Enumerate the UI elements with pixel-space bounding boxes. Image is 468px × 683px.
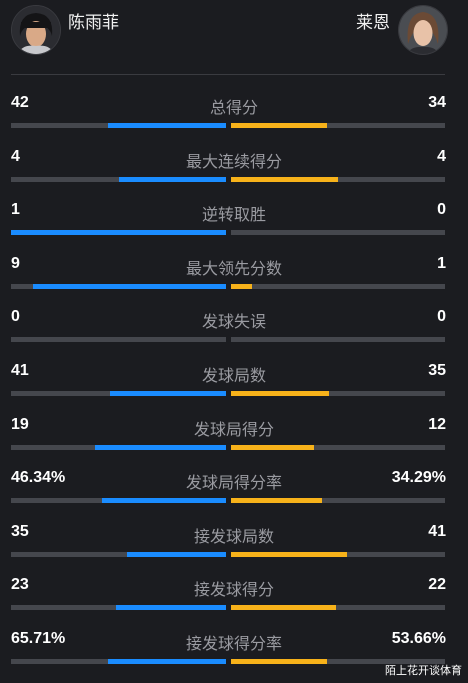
stat-left-bar	[11, 230, 226, 236]
stat-label: 接发球局数	[193, 526, 274, 546]
stat-label: 总得分	[209, 98, 258, 117]
stat-left-fill	[127, 551, 226, 557]
stat-right-bar	[231, 176, 445, 182]
stat-row: 46.34% 发球局得分率 34.29%	[0, 465, 468, 519]
stat-label: 最大领先分数	[185, 258, 282, 278]
stat-row: 9 最大领先分数 1	[0, 251, 468, 305]
player-left-name: 陈雨菲	[68, 13, 119, 33]
stat-left-value: 23	[11, 576, 29, 594]
stat-left-value: 35	[11, 522, 29, 540]
stat-right-value: 0	[437, 201, 446, 219]
stat-right-bar	[231, 283, 445, 289]
player-left-avatar[interactable]	[11, 5, 61, 55]
stat-right-value: 34	[428, 94, 446, 111]
stat-left-fill	[102, 498, 226, 504]
stat-right-fill	[231, 498, 322, 504]
stat-right-fill	[231, 123, 328, 128]
stat-left-value: 4	[11, 147, 20, 165]
stat-left-value: 42	[11, 94, 29, 111]
stat-label: 最大连续得分	[185, 151, 282, 171]
stat-right-fill	[231, 390, 330, 396]
stat-left-bar	[11, 498, 226, 504]
stat-left-bar	[11, 123, 226, 128]
stat-label: 发球局得分率	[185, 473, 282, 493]
stat-left-bar	[11, 444, 226, 450]
stat-right-value: 41	[428, 522, 446, 540]
stat-label: 发球局数	[201, 365, 266, 385]
stat-left-fill	[11, 230, 226, 236]
stat-label: 逆转取胜	[201, 205, 266, 225]
stat-right-value: 4	[437, 147, 446, 165]
player-portrait-icon	[12, 6, 60, 54]
header-divider	[11, 74, 445, 75]
stat-right-bar	[231, 498, 445, 504]
stat-left-fill	[116, 605, 226, 611]
stat-right-bar	[231, 390, 445, 396]
stat-left-value: 41	[11, 361, 29, 379]
stat-right-value: 1	[437, 254, 446, 272]
stat-left-fill	[107, 123, 226, 128]
stat-left-bar	[11, 176, 226, 182]
stat-left-bar	[11, 551, 226, 557]
stat-row: 19 发球局得分 12	[0, 412, 468, 466]
stat-right-value: 35	[428, 361, 446, 379]
stat-right-bar	[231, 230, 445, 236]
stat-row: 42 总得分 34	[0, 90, 468, 144]
stat-right-value: 0	[437, 308, 446, 326]
stat-right-bar	[231, 123, 445, 128]
stat-right-fill	[231, 605, 336, 611]
stat-left-value: 0	[11, 308, 20, 326]
stat-label: 发球局得分	[193, 419, 274, 439]
stat-row: 35 接发球局数 41	[0, 519, 468, 573]
stat-left-value: 46.34%	[11, 469, 66, 487]
stat-label: 接发球得分率	[185, 633, 282, 653]
stat-row: 41 发球局数 35	[0, 358, 468, 412]
stat-left-value: 65.71%	[11, 629, 66, 647]
stat-left-fill	[118, 176, 226, 182]
stat-row: 4 最大连续得分 4	[0, 144, 468, 198]
stat-right-fill	[231, 444, 315, 450]
stat-left-bar	[11, 283, 226, 289]
stat-row: 23 接发球得分 22	[0, 572, 468, 626]
stat-right-bar	[231, 551, 445, 557]
stat-left-value: 9	[11, 254, 20, 272]
stat-right-fill	[231, 283, 253, 289]
stat-left-bar	[11, 337, 226, 343]
stat-left-bar	[11, 390, 226, 396]
stat-row: 0 发球失误 0	[0, 304, 468, 358]
match-header: 陈雨菲 莱恩	[0, 0, 468, 76]
stat-left-bar	[11, 605, 226, 611]
stat-right-bar	[231, 605, 445, 611]
stat-right-value: 22	[428, 576, 446, 594]
stat-right-value: 34.29%	[391, 469, 446, 487]
stat-right-bar	[231, 444, 445, 450]
stat-right-fill	[231, 176, 338, 182]
stat-left-fill	[32, 283, 226, 289]
stat-left-fill	[109, 390, 226, 396]
stat-left-fill	[94, 444, 226, 450]
stat-label: 发球失误	[201, 312, 266, 332]
stat-right-bar	[231, 337, 445, 343]
stat-right-fill	[231, 551, 347, 557]
stat-row: 65.71% 接发球得分率 53.66%	[0, 626, 468, 680]
stat-left-value: 19	[11, 415, 29, 433]
stats-list: 42 总得分 34 4 最大连续得分 4 1 逆转取胜 0 9 最大领先分数 1…	[0, 90, 468, 680]
stat-right-value: 12	[428, 415, 446, 433]
stat-left-fill	[107, 658, 226, 664]
stat-left-value: 1	[11, 201, 20, 219]
player-right-name: 莱恩	[356, 13, 390, 33]
stat-right-value: 53.66%	[391, 629, 446, 647]
watermark-text: 陌上花开谈体育	[385, 664, 462, 677]
stat-row: 1 逆转取胜 0	[0, 197, 468, 251]
player-portrait-icon	[399, 6, 447, 54]
stat-right-bar	[231, 658, 445, 664]
stat-right-fill	[231, 658, 328, 664]
player-right-avatar[interactable]	[398, 5, 448, 55]
stat-left-bar	[11, 658, 226, 664]
stat-label: 接发球得分	[193, 580, 274, 600]
